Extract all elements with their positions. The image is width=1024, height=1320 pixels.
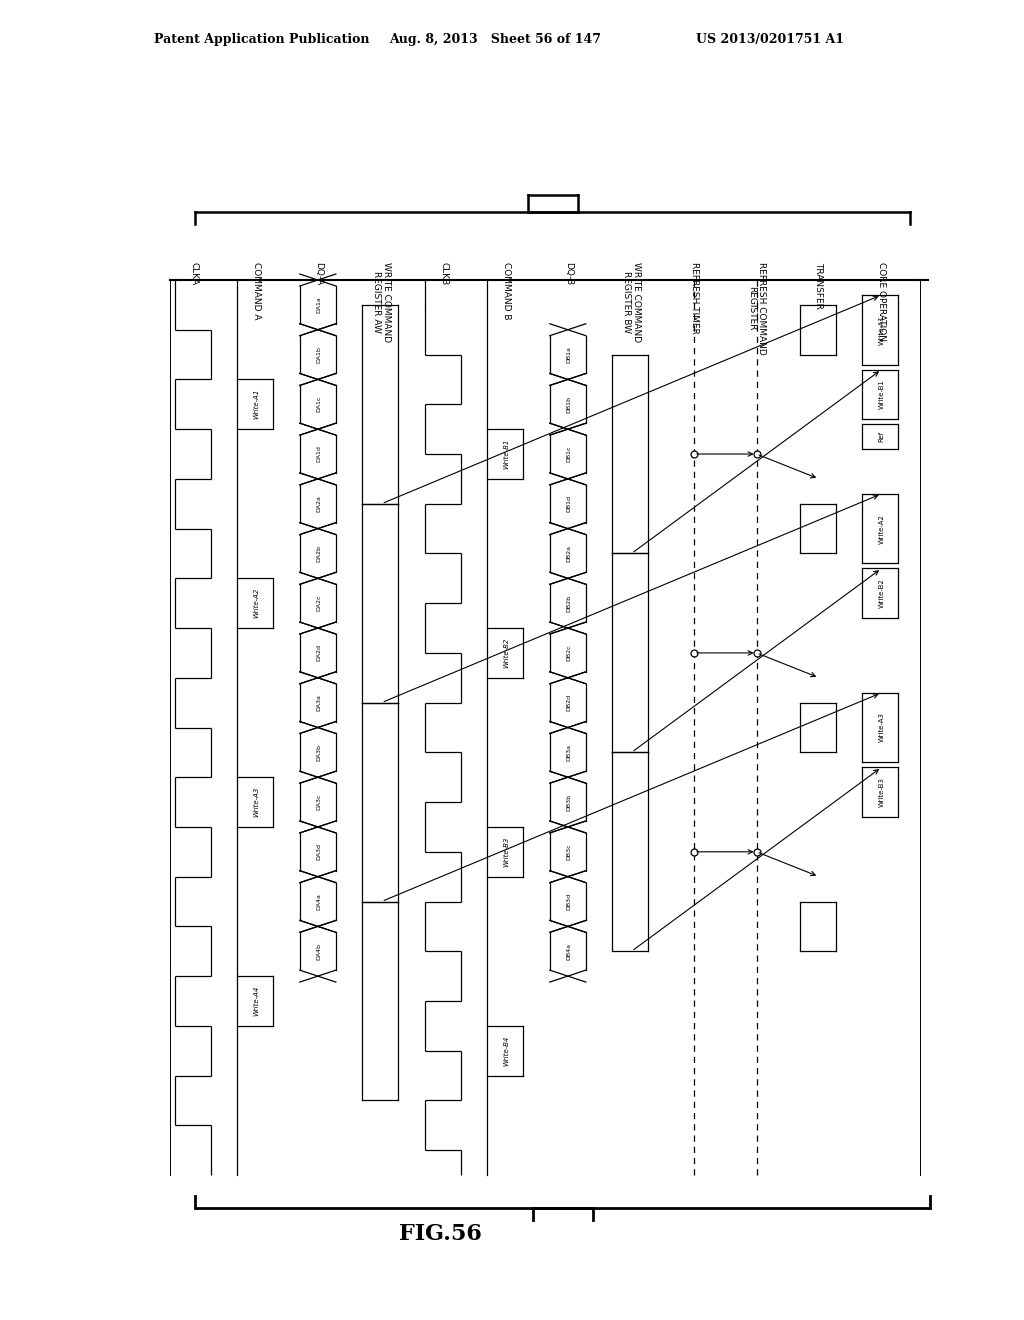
Text: DB2c: DB2c	[566, 644, 571, 661]
Text: CORE OPERATION: CORE OPERATION	[877, 261, 886, 341]
Text: DA1b: DA1b	[316, 346, 322, 363]
Text: US 2013/0201751 A1: US 2013/0201751 A1	[696, 33, 845, 46]
Text: DB3a: DB3a	[566, 744, 571, 760]
Text: Write-A2: Write-A2	[879, 513, 885, 544]
Text: Write-B2: Write-B2	[504, 638, 510, 668]
Text: Write-B1: Write-B1	[504, 438, 510, 469]
Text: WRITE COMMAND
REGISTER BW: WRITE COMMAND REGISTER BW	[622, 261, 641, 342]
Text: DQ-B: DQ-B	[564, 261, 573, 285]
Text: Write-A1: Write-A1	[879, 314, 885, 345]
Text: Write-A3: Write-A3	[879, 713, 885, 742]
Text: DA1c: DA1c	[316, 396, 322, 412]
Text: DA2a: DA2a	[316, 495, 322, 512]
Text: DA3b: DA3b	[316, 744, 322, 760]
Text: Ref: Ref	[879, 432, 885, 442]
Text: CLKB: CLKB	[439, 261, 449, 285]
Text: Write-B1: Write-B1	[879, 379, 885, 409]
Text: REFRESH TIMER: REFRESH TIMER	[689, 261, 698, 334]
Text: DA4a: DA4a	[316, 894, 322, 909]
Text: DA1d: DA1d	[316, 446, 322, 462]
Text: DB3c: DB3c	[566, 843, 571, 861]
Text: Write-A2: Write-A2	[254, 587, 259, 618]
Text: Write-B4: Write-B4	[504, 1035, 510, 1065]
Text: DB2b: DB2b	[566, 594, 571, 611]
Text: DB2a: DB2a	[566, 545, 571, 562]
Text: CLKA: CLKA	[189, 261, 199, 285]
Text: Write-B3: Write-B3	[504, 837, 510, 867]
Text: DB4a: DB4a	[566, 942, 571, 960]
Text: DA3c: DA3c	[316, 793, 322, 810]
Text: REFRESH COMMAND
REGISTER: REFRESH COMMAND REGISTER	[746, 261, 766, 355]
Text: WRITE COMMAND
REGISTER AW: WRITE COMMAND REGISTER AW	[372, 261, 391, 342]
Text: DB1b: DB1b	[566, 396, 571, 413]
Text: DB3d: DB3d	[566, 892, 571, 909]
Text: Write-A4: Write-A4	[254, 986, 259, 1016]
Text: Write-A3: Write-A3	[254, 787, 259, 817]
Text: DB1d: DB1d	[566, 495, 571, 512]
Text: DB2d: DB2d	[566, 694, 571, 711]
Text: Patent Application Publication: Patent Application Publication	[154, 33, 369, 46]
Text: COMMAND B: COMMAND B	[502, 261, 511, 319]
Text: Write-B2: Write-B2	[879, 578, 885, 609]
Text: TRANSFER: TRANSFER	[814, 261, 823, 309]
Text: DB3b: DB3b	[566, 793, 571, 810]
Text: DA2d: DA2d	[316, 644, 322, 661]
Text: DB1c: DB1c	[566, 446, 571, 462]
Text: DA1a: DA1a	[316, 297, 322, 313]
Text: DQ-A: DQ-A	[314, 261, 324, 285]
Text: DB1a: DB1a	[566, 346, 571, 363]
Text: Aug. 8, 2013   Sheet 56 of 147: Aug. 8, 2013 Sheet 56 of 147	[389, 33, 601, 46]
Text: DA2b: DA2b	[316, 545, 322, 562]
Text: DA3a: DA3a	[316, 694, 322, 711]
Text: DA4b: DA4b	[316, 942, 322, 960]
Text: DA3d: DA3d	[316, 843, 322, 861]
Text: DA2c: DA2c	[316, 595, 322, 611]
Text: Write-A1: Write-A1	[254, 389, 259, 420]
Text: Write-B3: Write-B3	[879, 777, 885, 807]
Text: FIG.56: FIG.56	[399, 1224, 481, 1245]
Text: COMMAND A: COMMAND A	[252, 261, 261, 319]
